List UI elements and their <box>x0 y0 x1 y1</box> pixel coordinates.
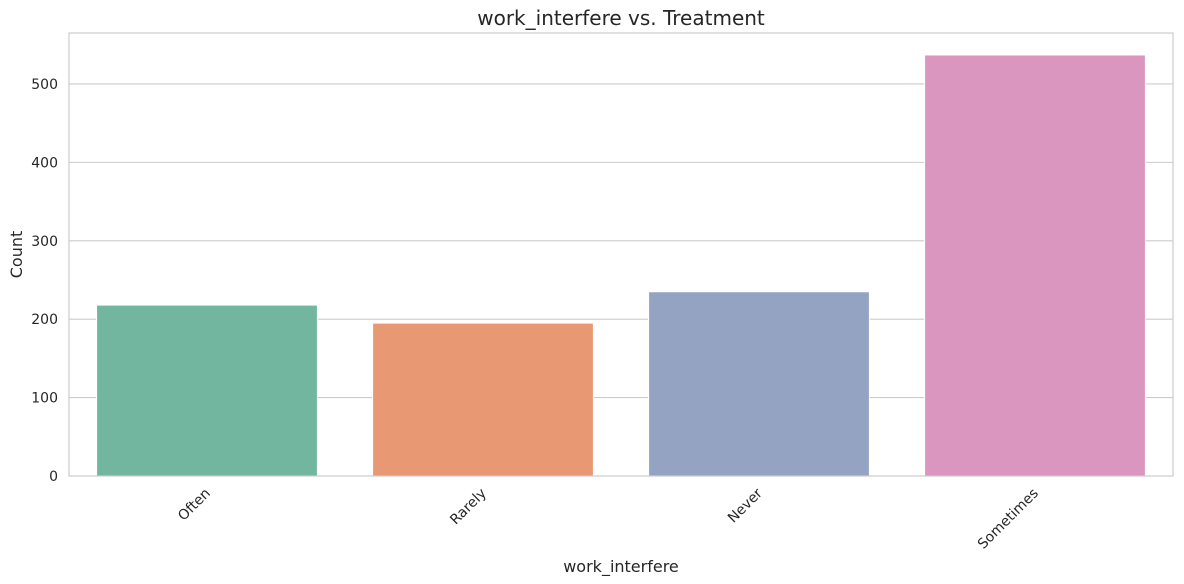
x-tick-label: Rarely <box>447 486 490 529</box>
bar-rarely <box>372 322 594 477</box>
chart-title: work_interfere vs. Treatment <box>477 6 765 30</box>
y-tick-label: 100 <box>31 391 58 407</box>
bar-sometimes <box>924 54 1146 477</box>
x-tick-label: Never <box>725 485 766 526</box>
plot-frame <box>68 32 1174 477</box>
x-tick-label: Sometimes <box>975 486 1042 553</box>
x-tick-label: Often <box>175 486 214 525</box>
bars <box>96 54 1146 477</box>
y-axis-label: Count <box>7 231 26 279</box>
bar-never <box>648 291 870 477</box>
y-tick-label: 0 <box>49 469 58 485</box>
y-tick-labels: 0 100 200 300 400 500 <box>31 77 58 485</box>
x-tick-labels: Often Rarely Never Sometimes <box>175 485 1042 552</box>
y-tick-label: 400 <box>31 155 58 171</box>
y-tick-label: 200 <box>31 312 58 328</box>
x-axis-label: work_interfere <box>563 557 679 577</box>
bar-often <box>96 304 318 477</box>
y-tick-label: 500 <box>31 77 58 93</box>
y-tick-label: 300 <box>31 234 58 250</box>
